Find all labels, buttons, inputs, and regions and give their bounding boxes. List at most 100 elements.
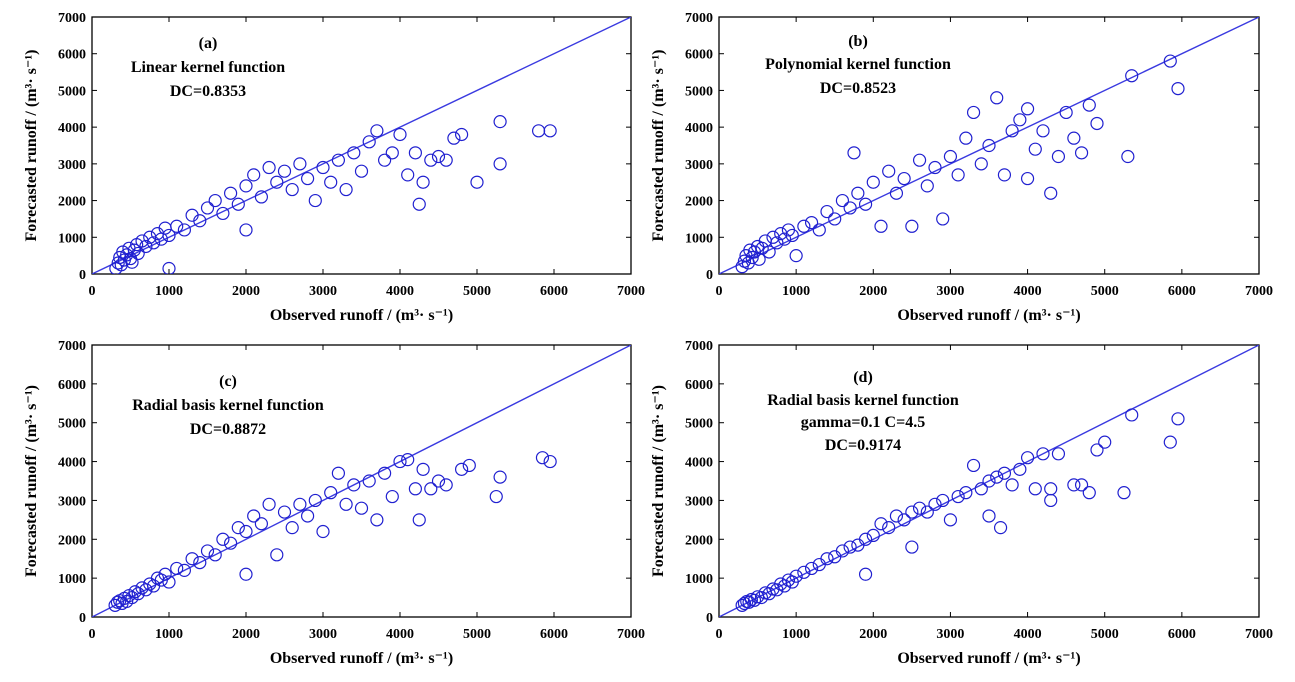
data-point: [835, 193, 850, 208]
data-point: [1013, 113, 1027, 127]
data-point: [762, 587, 776, 601]
x-tick-label: 7000: [1245, 627, 1273, 642]
data-point: [1163, 435, 1177, 449]
data-point: [185, 552, 199, 566]
data-point: [797, 565, 811, 579]
data-point: [378, 153, 392, 167]
data-point: [747, 593, 762, 607]
y-axis-label: Forecasted runoff / (m³· s⁻¹): [650, 385, 667, 577]
data-point: [851, 186, 865, 200]
data-point: [285, 182, 299, 197]
data-point: [1090, 443, 1104, 457]
data-point: [370, 124, 384, 138]
plot-frame: [91, 344, 632, 618]
data-point: [777, 232, 792, 246]
data-point: [1171, 81, 1185, 96]
data-point: [951, 489, 965, 504]
x-tick-label: 5000: [1091, 284, 1119, 299]
data-point: [170, 561, 184, 576]
data-point: [216, 206, 230, 221]
data-point: [339, 182, 353, 197]
data-point: [1125, 69, 1139, 83]
data-point: [874, 219, 888, 233]
data-point: [308, 193, 322, 208]
data-point: [354, 164, 369, 178]
data-point: [470, 175, 484, 189]
data-point: [905, 505, 919, 519]
panel-letter: (b): [848, 33, 868, 50]
data-point: [177, 223, 191, 237]
data-point: [982, 509, 996, 523]
data-point: [866, 528, 880, 543]
data-point: [1013, 462, 1027, 476]
data-point: [208, 193, 222, 208]
data-point: [874, 517, 888, 531]
data-point: [393, 127, 407, 142]
y-tick-label: 4000: [58, 121, 86, 136]
y-tick-label: 6000: [685, 378, 713, 393]
data-point: [843, 201, 857, 215]
data-point: [277, 505, 292, 519]
data-point: [393, 454, 407, 469]
scatter-panel-2: 0 1000 2000 3000 4000 5000 6000 7000 0 1000 2000 30…: [650, 11, 1273, 324]
data-point: [789, 569, 803, 583]
data-point: [139, 239, 153, 254]
x-tick-label: 1000: [782, 284, 810, 299]
data-point: [897, 513, 911, 527]
x-tick-label: 3000: [936, 627, 964, 642]
data-point: [455, 127, 469, 142]
x-tick-label: 6000: [1168, 627, 1196, 642]
data-point: [239, 567, 253, 581]
data-point: [412, 197, 426, 211]
data-point: [943, 149, 958, 164]
data-point: [254, 190, 268, 204]
y-tick-label: 3000: [58, 494, 86, 509]
data-point: [820, 204, 834, 219]
data-point: [293, 497, 307, 511]
x-axis-label: Observed runoff / (m³· s⁻¹): [270, 307, 453, 324]
point-group: [735, 408, 1185, 612]
data-point: [331, 466, 345, 480]
data-point: [339, 497, 353, 511]
point-group: [735, 54, 1185, 274]
data-point: [439, 153, 453, 167]
data-point: [543, 124, 557, 138]
data-point: [1059, 105, 1073, 120]
x-tick-label: 2000: [859, 284, 887, 299]
x-tick-label: 0: [716, 627, 723, 642]
x-tick-label: 1000: [155, 627, 183, 642]
x-axis-label: Observed runoff / (m³· s⁻¹): [897, 307, 1080, 324]
data-point: [316, 524, 330, 539]
y-tick-label: 3000: [685, 158, 713, 173]
data-point: [1044, 493, 1058, 508]
data-point: [905, 540, 919, 554]
data-point: [347, 478, 361, 492]
data-point: [1074, 146, 1089, 160]
data-point: [347, 146, 361, 160]
data-point: [535, 451, 550, 465]
y-tick-label: 0: [79, 611, 86, 626]
data-point: [293, 157, 307, 171]
annotation-text: DC=0.8872: [190, 421, 266, 438]
data-point: [177, 563, 191, 577]
data-point: [966, 458, 981, 473]
data-point: [370, 513, 384, 527]
data-point: [270, 175, 284, 189]
data-point: [990, 470, 1004, 484]
data-point: [354, 501, 369, 515]
data-point: [301, 171, 315, 186]
point-group: [108, 451, 557, 612]
x-tick-label: 4000: [386, 284, 414, 299]
data-point: [1028, 142, 1042, 156]
data-point: [316, 160, 330, 175]
data-point: [889, 186, 904, 200]
data-point: [993, 521, 1008, 535]
data-point: [982, 138, 996, 153]
x-tick-label: 0: [89, 284, 96, 299]
data-point: [882, 521, 896, 535]
data-point: [1051, 447, 1066, 461]
data-point: [770, 236, 784, 250]
data-point: [301, 509, 315, 523]
y-axis-label: Forecasted runoff / (m³· s⁻¹): [23, 50, 40, 242]
x-tick-label: 1000: [155, 284, 183, 299]
